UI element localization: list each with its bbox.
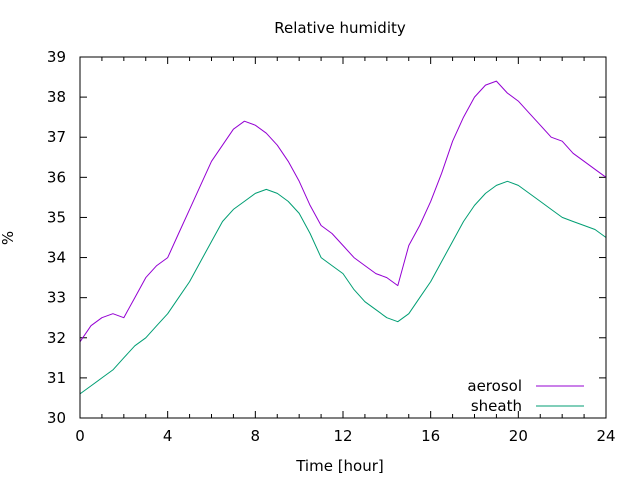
x-tick-label: 4 (163, 427, 173, 445)
x-tick-label: 0 (75, 427, 85, 445)
x-tick-label: 8 (251, 427, 261, 445)
chart-title: Relative humidity (274, 19, 406, 37)
y-axis-label: % (0, 231, 17, 245)
y-tick-label: 31 (47, 369, 66, 387)
x-tick-label: 16 (421, 427, 440, 445)
y-tick-label: 33 (47, 289, 66, 307)
series-layer (79, 80, 607, 395)
ticks-layer: 0 4 8 12 16 20 24 30 31 32 33 34 35 36 37 38 39 (47, 48, 616, 445)
y-tick-label: 37 (47, 128, 66, 146)
series-line-aerosol (79, 80, 607, 343)
y-tick-label: 30 (47, 409, 66, 427)
y-tick-label: 36 (47, 168, 66, 186)
x-axis-label: Time [hour] (295, 457, 384, 475)
y-tick-label: 39 (47, 48, 66, 66)
legend: aerosol sheath (467, 377, 584, 415)
plot-frame (79, 56, 607, 419)
x-tick-label: 12 (333, 427, 352, 445)
series-line-sheath (79, 180, 607, 395)
y-tick-label: 38 (47, 88, 66, 106)
legend-label-sheath: sheath (471, 397, 522, 415)
legend-label-aerosol: aerosol (467, 377, 522, 395)
x-tick-label: 24 (596, 427, 615, 445)
x-tick-label: 20 (509, 427, 528, 445)
y-tick-label: 32 (47, 329, 66, 347)
y-tick-label: 34 (47, 249, 66, 267)
y-tick-label: 35 (47, 208, 66, 226)
